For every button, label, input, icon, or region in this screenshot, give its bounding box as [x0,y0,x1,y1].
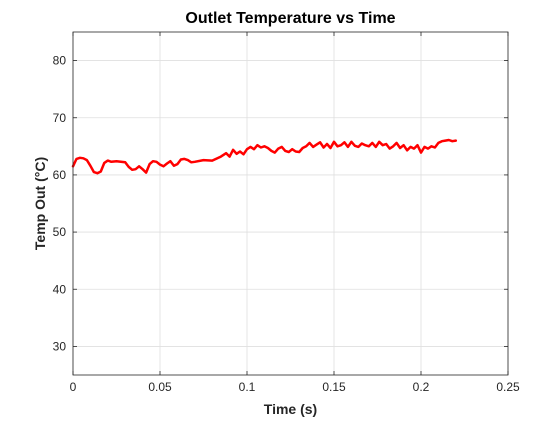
x-tick-labels: 0 0.05 0.1 0.15 0.2 0.25 [70,380,520,394]
x-tick-label: 0.1 [239,380,256,394]
y-tick-label: 80 [53,54,67,68]
x-tick-label: 0 [70,380,77,394]
y-tick-labels: 30 40 50 60 70 80 [53,54,67,354]
y-tick-label: 40 [53,282,67,296]
x-axis-title: Time (s) [264,401,317,417]
chart-title: Outlet Temperature vs Time [185,10,395,27]
x-tick-label: 0.05 [148,380,172,394]
x-tick-label: 0.15 [322,380,346,394]
y-tick-label: 70 [53,111,67,125]
y-axis-title: Temp Out (°C) [32,157,48,250]
y-tick-label: 30 [53,339,67,353]
x-tick-label: 0.25 [496,380,520,394]
plot-background [73,32,508,375]
y-tick-label: 50 [53,225,67,239]
y-tick-label: 60 [53,168,67,182]
x-tick-label: 0.2 [413,380,430,394]
